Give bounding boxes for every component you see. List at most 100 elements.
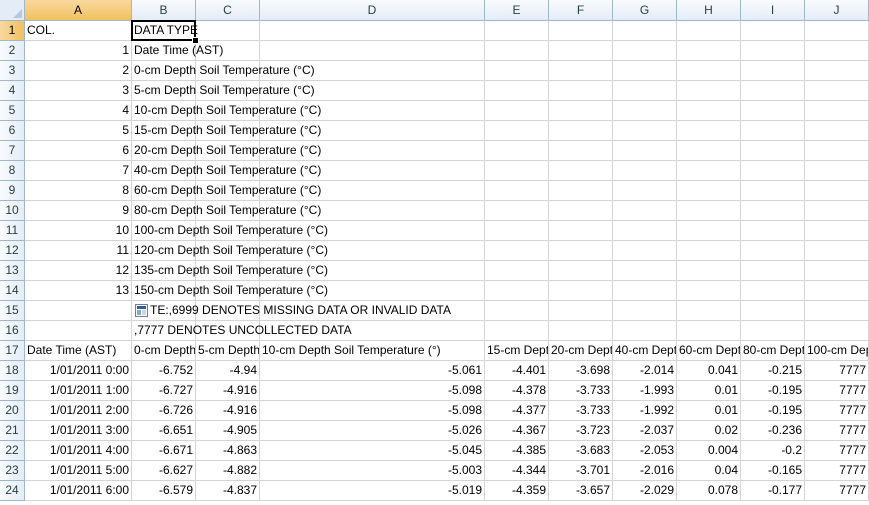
empty-cell[interactable] — [805, 141, 869, 161]
value-cell[interactable]: -6.579 — [132, 481, 196, 501]
row-header-1[interactable]: 1 — [0, 21, 25, 41]
row-header-13[interactable]: 13 — [0, 261, 25, 281]
empty-cell[interactable] — [549, 301, 613, 321]
empty-cell[interactable] — [260, 101, 485, 121]
value-cell[interactable]: -5.061 — [260, 361, 485, 381]
row-header-16[interactable]: 16 — [0, 321, 25, 341]
value-cell[interactable]: -0.177 — [741, 481, 805, 501]
value-cell[interactable]: -6.671 — [132, 441, 196, 461]
datetime-cell[interactable]: 1/01/2011 4:00 — [25, 441, 132, 461]
empty-cell[interactable] — [805, 301, 869, 321]
row-header-4[interactable]: 4 — [0, 81, 25, 101]
row-header-7[interactable]: 7 — [0, 141, 25, 161]
value-cell[interactable]: -0.215 — [741, 361, 805, 381]
empty-cell[interactable] — [196, 21, 260, 41]
column-header-b[interactable]: B — [132, 0, 196, 21]
empty-cell[interactable] — [485, 301, 549, 321]
legend-label-cell[interactable]: 80-cm Depth Soil Temperature (°C) — [132, 201, 321, 221]
empty-cell[interactable] — [549, 141, 613, 161]
empty-cell[interactable] — [613, 181, 677, 201]
column-header-i[interactable]: I — [741, 0, 805, 21]
empty-cell[interactable] — [485, 261, 549, 281]
empty-cell[interactable] — [613, 61, 677, 81]
empty-cell[interactable] — [549, 161, 613, 181]
empty-cell[interactable] — [613, 141, 677, 161]
row-header-21[interactable]: 21 — [0, 421, 25, 441]
empty-cell[interactable] — [805, 261, 869, 281]
empty-cell[interactable] — [677, 81, 741, 101]
legend-label-cell[interactable]: Date Time (AST) — [132, 41, 223, 61]
empty-cell[interactable] — [677, 21, 741, 41]
value-cell[interactable]: -4.367 — [485, 421, 549, 441]
empty-cell[interactable] — [260, 61, 485, 81]
value-cell[interactable]: -6.752 — [132, 361, 196, 381]
empty-cell[interactable] — [613, 121, 677, 141]
legend-number-cell[interactable]: 7 — [25, 161, 132, 181]
value-cell[interactable]: 0.01 — [677, 381, 741, 401]
empty-cell[interactable] — [677, 201, 741, 221]
empty-cell[interactable] — [25, 321, 132, 341]
row-header-3[interactable]: 3 — [0, 61, 25, 81]
empty-cell[interactable] — [260, 181, 485, 201]
column-header-h[interactable]: H — [677, 0, 741, 21]
value-cell[interactable]: 7777 — [805, 361, 869, 381]
value-cell[interactable]: 7777 — [805, 441, 869, 461]
legend-number-cell[interactable]: 12 — [25, 261, 132, 281]
legend-number-cell[interactable]: 11 — [25, 241, 132, 261]
empty-cell[interactable] — [260, 301, 485, 321]
empty-cell[interactable] — [805, 201, 869, 221]
empty-cell[interactable] — [677, 141, 741, 161]
empty-cell[interactable] — [805, 41, 869, 61]
empty-cell[interactable] — [485, 101, 549, 121]
legend-label-cell[interactable]: 15-cm Depth Soil Temperature (°C) — [132, 121, 321, 141]
empty-cell[interactable] — [549, 241, 613, 261]
legend-number-cell[interactable]: 4 — [25, 101, 132, 121]
legend-label-cell[interactable]: 20-cm Depth Soil Temperature (°C) — [132, 141, 321, 161]
empty-cell[interactable] — [613, 321, 677, 341]
datetime-cell[interactable]: 1/01/2011 6:00 — [25, 481, 132, 501]
empty-cell[interactable] — [196, 121, 260, 141]
empty-cell[interactable] — [549, 181, 613, 201]
empty-cell[interactable] — [805, 81, 869, 101]
value-cell[interactable]: -6.726 — [132, 401, 196, 421]
empty-cell[interactable] — [741, 301, 805, 321]
column-header-e[interactable]: E — [485, 0, 549, 21]
empty-cell[interactable] — [485, 281, 549, 301]
table-header-cell[interactable]: 60-cm Depth Soil Temperature (°C) — [677, 341, 741, 361]
empty-cell[interactable] — [741, 81, 805, 101]
legend-number-cell[interactable]: 6 — [25, 141, 132, 161]
column-header-a[interactable]: A — [25, 0, 132, 21]
empty-cell[interactable] — [805, 281, 869, 301]
empty-cell[interactable] — [485, 61, 549, 81]
column-header-c[interactable]: C — [196, 0, 260, 21]
value-cell[interactable]: 7777 — [805, 401, 869, 421]
column-header-f[interactable]: F — [549, 0, 613, 21]
row-header-14[interactable]: 14 — [0, 281, 25, 301]
column-header-g[interactable]: G — [613, 0, 677, 21]
empty-cell[interactable] — [741, 221, 805, 241]
empty-cell[interactable] — [613, 261, 677, 281]
row-header-9[interactable]: 9 — [0, 181, 25, 201]
value-cell[interactable]: -0.195 — [741, 401, 805, 421]
empty-cell[interactable] — [196, 101, 260, 121]
column-header-j[interactable]: J — [805, 0, 869, 21]
empty-cell[interactable] — [196, 141, 260, 161]
value-cell[interactable]: 0.041 — [677, 361, 741, 381]
value-cell[interactable]: -1.993 — [613, 381, 677, 401]
legend-number-cell[interactable]: 13 — [25, 281, 132, 301]
empty-cell[interactable] — [485, 201, 549, 221]
row-header-23[interactable]: 23 — [0, 461, 25, 481]
datetime-cell[interactable]: 1/01/2011 1:00 — [25, 381, 132, 401]
empty-cell[interactable] — [741, 321, 805, 341]
empty-cell[interactable] — [677, 121, 741, 141]
value-cell[interactable]: -6.627 — [132, 461, 196, 481]
empty-cell[interactable] — [549, 41, 613, 61]
empty-cell[interactable] — [485, 161, 549, 181]
empty-cell[interactable] — [549, 261, 613, 281]
empty-cell[interactable] — [741, 121, 805, 141]
legend-number-cell[interactable]: 9 — [25, 201, 132, 221]
value-cell[interactable]: 7777 — [805, 461, 869, 481]
table-header-cell[interactable]: 10-cm Depth Soil Temperature (°) — [260, 341, 485, 361]
empty-cell[interactable] — [485, 141, 549, 161]
